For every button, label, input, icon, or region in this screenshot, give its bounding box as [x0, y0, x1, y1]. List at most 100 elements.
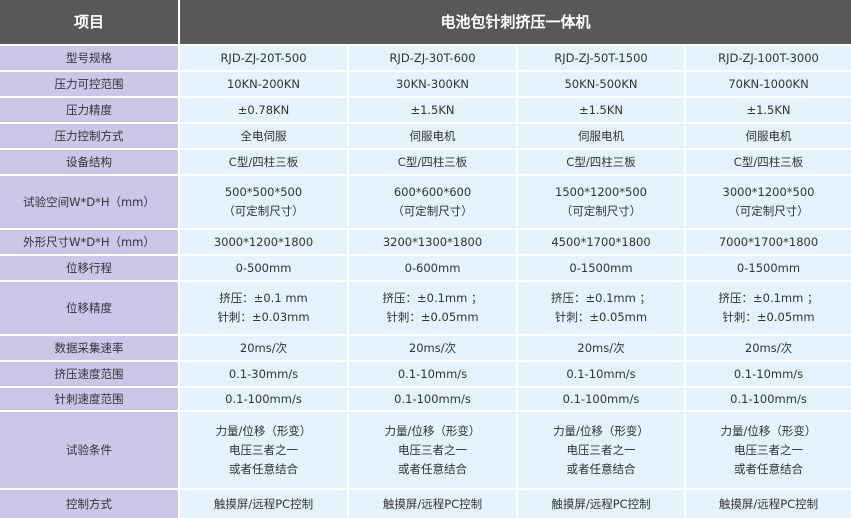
- value-cell: 伺服电机: [518, 124, 684, 148]
- cell-text: 型号规格: [66, 50, 112, 65]
- row-label: 位移精度: [0, 282, 178, 334]
- value-cell: 30KN-300KN: [349, 72, 516, 96]
- value-cell: RJD-ZJ-20T-500: [180, 46, 347, 70]
- cell-text: 电压三者之一: [566, 442, 636, 457]
- cell-text: 20ms/次: [408, 340, 457, 355]
- value-cell: 力量/位移（形变） 电压三者之一 或者任意结合: [686, 412, 851, 488]
- cell-text: 力量/位移（形变）: [720, 423, 817, 438]
- cell-text: 或者任意结合: [398, 461, 467, 476]
- cell-text: 0.1-100mm/s: [225, 391, 302, 406]
- value-cell: 0-600mm: [349, 256, 516, 280]
- value-cell: 触摸屏/远程PC控制: [518, 490, 684, 518]
- cell-text: 压力精度: [66, 102, 112, 117]
- value-cell: 3000*1200*500 （可定制尺寸）: [686, 176, 851, 228]
- value-cell: 0-1500mm: [686, 256, 851, 280]
- row-label: 试验条件: [0, 412, 178, 488]
- value-cell: 0.1-10mm/s: [686, 362, 851, 386]
- row-label: 针刺速度范围: [0, 388, 178, 410]
- cell-text: 电压三者之一: [734, 442, 803, 457]
- cell-text: 挤压速度范围: [54, 366, 124, 381]
- cell-text: 数据采集速率: [54, 340, 124, 355]
- cell-text: 0-1500mm: [569, 260, 633, 275]
- cell-text: 伺服电机: [409, 128, 456, 143]
- value-cell: 500*500*500 （可定制尺寸）: [180, 176, 347, 228]
- value-cell: 600*600*600 （可定制尺寸）: [349, 176, 516, 228]
- value-cell: 0.1-10mm/s: [518, 362, 684, 386]
- value-cell: 20ms/次: [518, 336, 684, 360]
- cell-text: 50KN-500KN: [564, 76, 638, 91]
- cell-text: 针刺速度范围: [54, 391, 124, 406]
- row-label: 挤压速度范围: [0, 362, 178, 386]
- value-cell: 力量/位移（形变） 电压三者之一 或者任意结合: [349, 412, 516, 488]
- value-cell: 3000*1200*1800: [180, 230, 347, 254]
- cell-text: 触摸屏/远程PC控制: [382, 496, 483, 511]
- value-cell: 触摸屏/远程PC控制: [686, 490, 851, 518]
- value-cell: 力量/位移（形变） 电压三者之一 或者任意结合: [180, 412, 347, 488]
- cell-text: 针刺：±0.05mm: [554, 310, 648, 324]
- cell-text: 针刺：±0.03mm: [217, 310, 310, 324]
- value-cell: 挤压：±0.1mm ； 针刺：±0.05mm: [349, 282, 516, 334]
- cell-text: 力量/位移（形变）: [553, 423, 649, 438]
- cell-text: （可定制尺寸）: [560, 204, 642, 218]
- cell-text: 4500*1700*1800: [551, 234, 651, 249]
- value-cell: 力量/位移（形变） 电压三者之一 或者任意结合: [518, 412, 684, 488]
- value-cell: 触摸屏/远程PC控制: [349, 490, 516, 518]
- cell-text: ±0.78KN: [237, 102, 290, 117]
- cell-text: 30KN-300KN: [395, 76, 470, 91]
- cell-text: 项目: [73, 12, 104, 31]
- cell-text: 或者任意结合: [229, 461, 298, 476]
- cell-text: 触摸屏/远程PC控制: [718, 496, 819, 511]
- value-cell: 50KN-500KN: [518, 72, 684, 96]
- value-cell: C型/四柱三板: [686, 150, 851, 174]
- cell-text: ±1.5KN: [578, 102, 624, 117]
- value-cell: ±1.5KN: [518, 98, 684, 122]
- row-label: 外形尺寸W*D*H（mm）: [0, 230, 178, 254]
- cell-text: 或者任意结合: [734, 461, 803, 476]
- value-cell: C型/四柱三板: [180, 150, 347, 174]
- value-cell: ±1.5KN: [349, 98, 516, 122]
- value-cell: ±0.78KN: [180, 98, 347, 122]
- row-label: 设备结构: [0, 150, 178, 174]
- cell-text: 20ms/次: [577, 340, 625, 355]
- value-cell: 70KN-1000KN: [686, 72, 851, 96]
- value-cell: 0.1-100mm/s: [518, 388, 684, 410]
- value-cell: 0.1-10mm/s: [349, 362, 516, 386]
- cell-text: 0.1-10mm/s: [733, 366, 804, 381]
- cell-text: 0.1-100mm/s: [394, 391, 471, 406]
- value-cell: RJD-ZJ-30T-600: [349, 46, 516, 70]
- cell-text: 3000*1200*500: [722, 185, 815, 199]
- cell-text: （可定制尺寸）: [392, 204, 473, 218]
- value-cell: 3200*1300*1800: [349, 230, 516, 254]
- cell-text: 伺服电机: [745, 128, 792, 143]
- value-cell: 全电伺服: [180, 124, 347, 148]
- value-cell: 挤压：±0.1mm ； 针刺：±0.05mm: [518, 282, 684, 334]
- cell-text: 力量/位移（形变）: [384, 423, 481, 438]
- cell-text: 600*600*600: [393, 185, 472, 199]
- cell-text: 力量/位移（形变）: [215, 423, 312, 438]
- header-cell: 项目: [0, 0, 178, 44]
- row-label: 试验空间W*D*H（mm）: [0, 176, 178, 228]
- cell-text: 挤压：±0.1 mm: [219, 291, 308, 305]
- value-cell: RJD-ZJ-50T-1500: [518, 46, 684, 70]
- value-cell: 伺服电机: [349, 124, 516, 148]
- cell-text: 针刺：±0.05mm: [386, 310, 479, 324]
- cell-text: 0-1500mm: [736, 260, 801, 275]
- value-cell: 0-1500mm: [518, 256, 684, 280]
- value-cell: 0-500mm: [180, 256, 347, 280]
- value-cell: 1500*1200*500 （可定制尺寸）: [518, 176, 684, 228]
- value-cell: 伺服电机: [686, 124, 851, 148]
- cell-text: 触摸屏/远程PC控制: [213, 496, 314, 511]
- cell-text: C型/四柱三板: [566, 154, 636, 169]
- cell-text: 电压三者之一: [398, 442, 467, 457]
- value-cell: ±1.5KN: [686, 98, 851, 122]
- value-cell: 20ms/次: [349, 336, 516, 360]
- cell-text: RJD-ZJ-30T-600: [389, 50, 476, 65]
- cell-text: 或者任意结合: [566, 461, 636, 476]
- cell-text: 电压三者之一: [229, 442, 298, 457]
- cell-text: 0-500mm: [235, 260, 292, 275]
- cell-text: 位移精度: [66, 300, 112, 315]
- value-cell: 20ms/次: [686, 336, 851, 360]
- cell-text: 0.1-100mm/s: [730, 391, 807, 406]
- cell-text: 1500*1200*500: [555, 185, 647, 199]
